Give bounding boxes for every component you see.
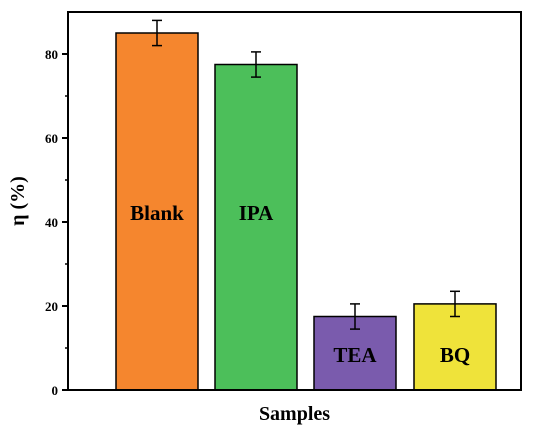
bar-blank xyxy=(115,32,199,391)
error-bars-layer xyxy=(152,19,460,330)
error-bar-blank xyxy=(152,19,162,47)
y-tick-label: 60 xyxy=(45,131,58,146)
bar-label-ipa: IPA xyxy=(239,201,274,225)
x-axis-title: Samples xyxy=(259,403,330,425)
bar-bq xyxy=(413,303,497,391)
y-tick-label: 80 xyxy=(45,47,58,62)
bar-label-bq: BQ xyxy=(440,343,470,367)
bar-ipa xyxy=(214,63,298,391)
plot-frame xyxy=(67,11,522,391)
error-bar-ipa xyxy=(251,51,261,78)
y-tick-label: 40 xyxy=(45,215,58,230)
bar-labels-layer: Blank IPA TEA BQ xyxy=(130,201,470,367)
y-axis-ticks: 0 20 40 60 80 xyxy=(45,47,68,398)
bar-label-tea: TEA xyxy=(333,343,377,367)
error-bar-bq xyxy=(450,290,460,318)
y-tick-label: 0 xyxy=(52,383,59,398)
y-tick-label: 20 xyxy=(45,299,58,314)
error-bar-tea xyxy=(350,303,360,330)
y-axis-title: η (%) xyxy=(7,176,29,226)
bar-label-blank: Blank xyxy=(130,201,184,225)
